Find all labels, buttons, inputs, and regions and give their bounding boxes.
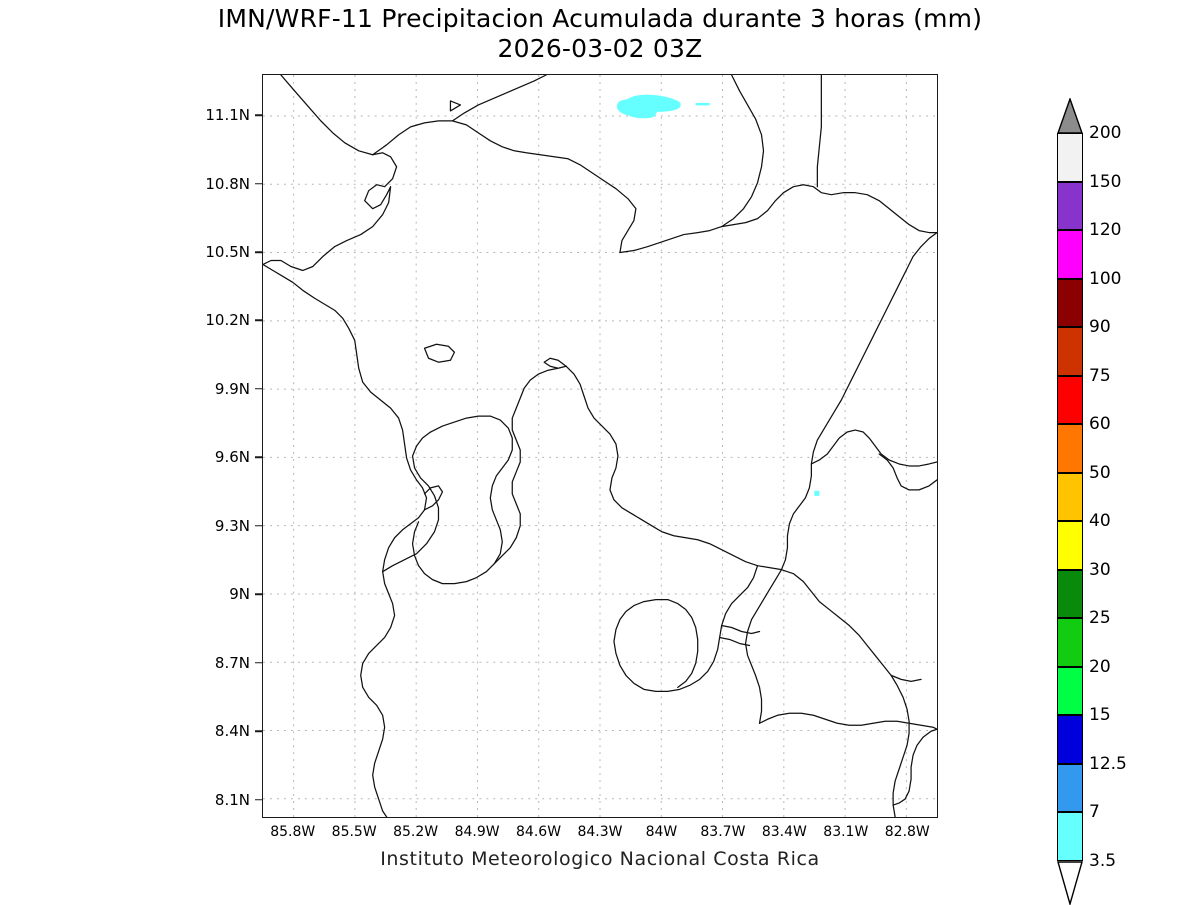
- colorbar-swatch-30: [1057, 569, 1083, 618]
- colorbar-label-200: 200: [1089, 123, 1122, 143]
- y-axis-tick-mark-10.8N: [255, 182, 262, 185]
- page-title: IMN/WRF-11 Precipitacion Acumulada duran…: [217, 4, 983, 33]
- chart-title-block: IMN/WRF-11 Precipitacion Acumulada duran…: [0, 4, 1200, 64]
- colorbar-extend-min-arrow: [1057, 860, 1083, 905]
- x-axis-tick-label-85.2W: 85.2W: [393, 824, 439, 840]
- colorbar-label-25: 25: [1089, 608, 1111, 628]
- colorbar-label-120: 120: [1089, 220, 1122, 240]
- map-plot-area[interactable]: [262, 74, 938, 818]
- y-axis-tick-mark-9N: [255, 593, 262, 596]
- x-axis-tick-label-85.5W: 85.5W: [331, 824, 377, 840]
- colorbar-label-100: 100: [1089, 268, 1122, 289]
- colorbar-label-20: 20: [1089, 656, 1111, 677]
- precipitation-field: [616, 94, 820, 496]
- y-axis-tick-label-9.9N: 9.9N: [214, 379, 250, 398]
- y-axis-tick-mark-10.2N: [255, 319, 262, 322]
- y-axis-tick-label-8.4N: 8.4N: [214, 722, 250, 741]
- colorbar-swatch-15: [1057, 715, 1083, 764]
- colorbar-swatch-75: [1057, 375, 1083, 424]
- colorbar-swatch-100: [1057, 278, 1083, 327]
- colorbar-label-150: 150: [1089, 171, 1122, 192]
- precip-point-caribbean: [814, 490, 820, 496]
- y-axis-tick-mark-10.5N: [255, 251, 262, 253]
- colorbar-label-75: 75: [1089, 365, 1111, 386]
- colorbar-label-12.5: 12.5: [1089, 753, 1127, 774]
- x-axis-tick-label-84W: 84W: [645, 824, 678, 840]
- y-axis-tick-mark-11.1N: [255, 114, 262, 116]
- colorbar-swatch-120: [1057, 230, 1083, 279]
- y-axis-tick-label-10.8N: 10.8N: [205, 174, 250, 193]
- y-axis-tick-mark-9.6N: [255, 456, 262, 459]
- colorbar-label-30: 30: [1089, 559, 1111, 580]
- precip-streak-north-caribbean: [695, 102, 710, 106]
- x-axis-tick-label-83.7W: 83.7W: [700, 824, 746, 840]
- y-axis-tick-mark-8.4N: [255, 730, 262, 733]
- coastline-overlay: [263, 75, 937, 817]
- y-axis-tick-label-9.6N: 9.6N: [214, 448, 250, 467]
- y-axis-tick-label-9N: 9N: [229, 585, 250, 604]
- colorbar-swatch-60: [1057, 424, 1083, 473]
- x-axis-tick-label-85.8W: 85.8W: [270, 824, 316, 840]
- x-axis-tick-label-82.8W: 82.8W: [884, 824, 930, 840]
- colorbar-swatch-150: [1057, 181, 1083, 230]
- y-axis-tick-label-8.1N: 8.1N: [214, 790, 250, 809]
- chart-subtitle: 2026-03-02 03Z: [497, 34, 703, 63]
- y-axis-tick-mark-9.3N: [255, 525, 262, 527]
- colorbar-label-50: 50: [1089, 462, 1111, 483]
- y-axis-tick-mark-8.7N: [255, 662, 262, 664]
- colorbar-swatch-90: [1057, 327, 1083, 376]
- colorbar-label-15: 15: [1089, 705, 1111, 725]
- x-axis-tick-label-83.1W: 83.1W: [823, 824, 869, 840]
- colorbar-swatch-200: [1057, 133, 1083, 182]
- y-axis-tick-label-8.7N: 8.7N: [214, 653, 250, 672]
- colorbar-swatch-20: [1057, 666, 1083, 715]
- y-axis-tick-label-9.3N: 9.3N: [214, 516, 250, 535]
- colorbar-label-7: 7: [1089, 802, 1100, 822]
- y-axis-tick-mark-9.9N: [255, 388, 262, 390]
- colorbar-swatch-12.5: [1057, 763, 1083, 812]
- colorbar-swatch-40: [1057, 521, 1083, 570]
- colorbar-label-90: 90: [1089, 317, 1111, 337]
- x-axis-tick-label-84.3W: 84.3W: [577, 824, 623, 840]
- colorbar-label-60: 60: [1089, 414, 1111, 434]
- colorbar-swatch-25: [1057, 618, 1083, 667]
- y-axis-tick-mark-8.1N: [255, 798, 262, 801]
- y-axis-tick-label-11.1N: 11.1N: [205, 106, 250, 125]
- colorbar-extend-max-arrow: [1057, 98, 1083, 134]
- source-credit: Instituto Meteorologico Nacional Costa R…: [380, 848, 820, 870]
- precip-cell-north-caribbean-lobe: [626, 108, 656, 119]
- x-axis-tick-label-84.6W: 84.6W: [516, 824, 562, 840]
- y-axis-tick-label-10.2N: 10.2N: [205, 311, 250, 330]
- colorbar-label-3.5: 3.5: [1089, 850, 1117, 871]
- colorbar-swatch-7: [1057, 812, 1083, 861]
- x-axis-tick-label-84.9W: 84.9W: [454, 824, 500, 840]
- colorbar-swatch-50: [1057, 472, 1083, 521]
- y-axis-tick-label-10.5N: 10.5N: [205, 243, 250, 261]
- colorbar-label-40: 40: [1089, 511, 1111, 531]
- x-axis-tick-label-83.4W: 83.4W: [761, 824, 807, 840]
- precipitation-colorbar[interactable]: 200 150 120 100 90 75 60 50 40 30 25 20 15 12.5 7 3.5: [1057, 98, 1127, 905]
